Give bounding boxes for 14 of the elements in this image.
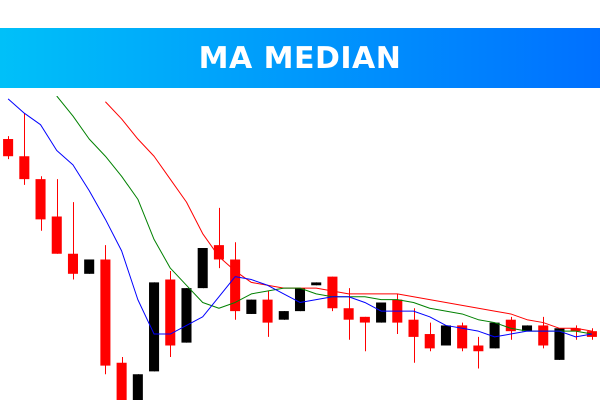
candlestick (214, 207, 224, 269)
candlestick (68, 202, 78, 280)
candlestick (246, 299, 256, 314)
candlestick (84, 258, 94, 274)
candlestick (262, 290, 273, 338)
candlestick (506, 316, 516, 340)
candlestick (19, 112, 30, 186)
candlestick (360, 316, 370, 352)
candlestick (473, 336, 484, 369)
candlestick (408, 308, 419, 364)
candlestick (457, 322, 468, 352)
candlestick (3, 136, 14, 160)
candlestick (424, 322, 435, 352)
chart-title: MA MEDIAN (198, 40, 402, 76)
